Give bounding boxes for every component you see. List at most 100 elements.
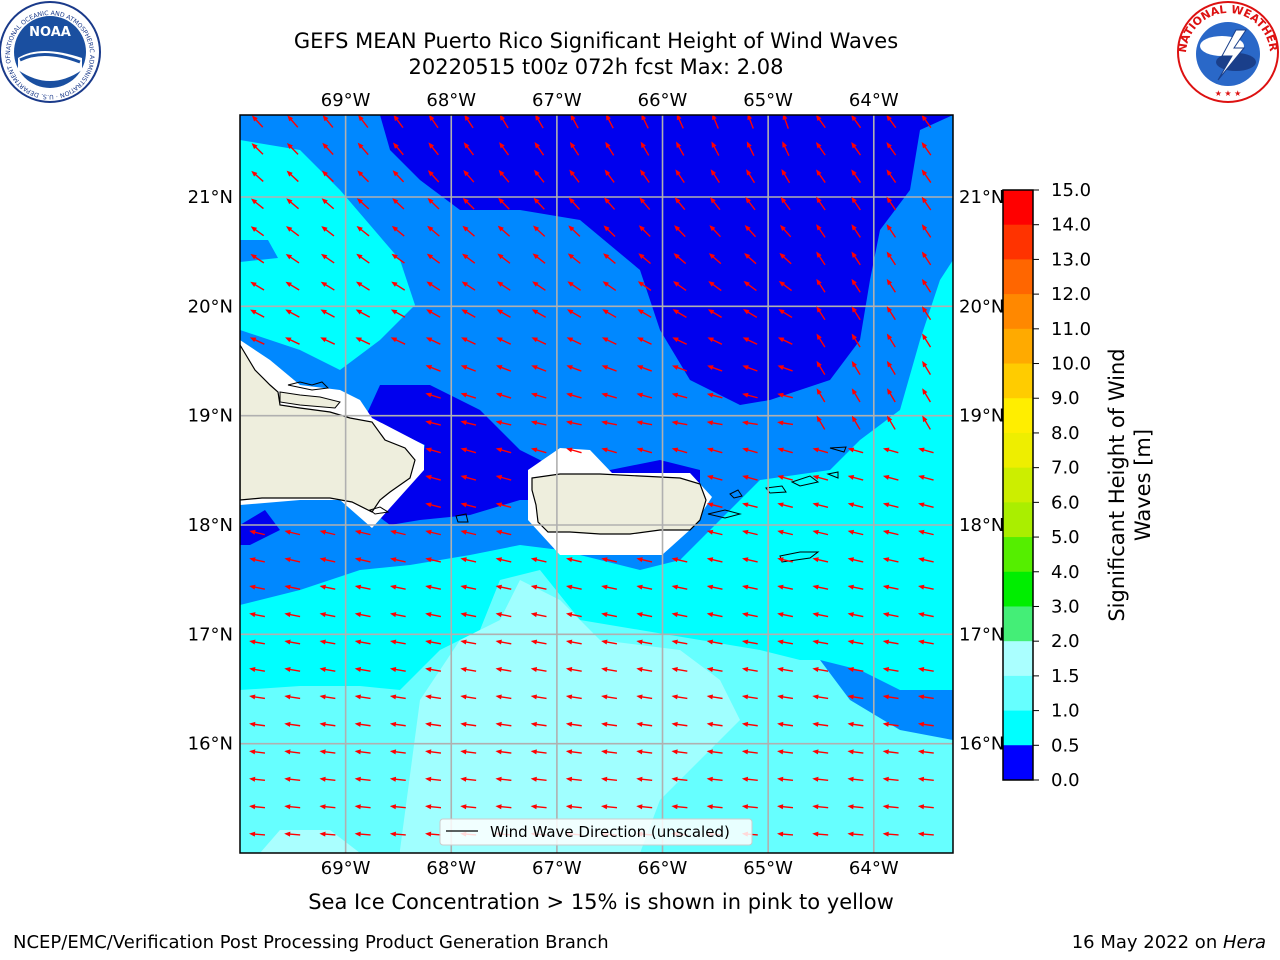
wind-arrow	[671, 749, 688, 755]
land-anegada	[829, 446, 847, 453]
wind-arrow	[356, 253, 370, 264]
wind-arrow	[426, 309, 441, 318]
wind-arrow	[319, 557, 336, 563]
wind-arrow	[249, 776, 266, 782]
wind-arrow	[460, 749, 477, 755]
wind-arrow	[812, 721, 829, 727]
wind-arrow	[390, 557, 406, 563]
wind-arrow	[741, 584, 758, 590]
wind-arrow	[496, 337, 512, 345]
wind-arrow	[671, 694, 688, 700]
wind-arrow	[249, 694, 266, 700]
land-hispaniola	[240, 343, 416, 513]
wind-arrow	[284, 804, 301, 810]
wind-arrow	[565, 749, 582, 755]
wind-arrow	[676, 115, 684, 129]
wind-arrow	[249, 337, 265, 345]
land-hispaniola-north	[279, 391, 341, 409]
wind-arrow	[393, 142, 404, 156]
wind-arrow	[495, 639, 512, 645]
wind-arrow	[389, 749, 406, 755]
wind-arrow	[495, 475, 512, 481]
wind-arrow	[462, 225, 475, 237]
colorbar-label-line1: Significant Height of Wind	[1105, 348, 1129, 621]
wind-arrow	[461, 337, 476, 345]
colorbar-segment	[1003, 190, 1033, 226]
wind-arrow	[601, 420, 618, 426]
wind-arrow	[390, 309, 406, 318]
lat-tick-label: 19°N	[188, 406, 233, 427]
wind-arrow	[882, 667, 899, 672]
wind-arrow	[495, 667, 512, 672]
wind-arrow	[495, 584, 512, 590]
wind-arrow	[354, 804, 371, 810]
colorbar-segment	[1003, 259, 1033, 295]
wind-arrow	[601, 447, 617, 454]
wind-arrow	[816, 251, 826, 266]
colorbar-segment	[1003, 224, 1033, 260]
wind-arrow	[425, 694, 442, 700]
wind-arrow	[777, 584, 793, 590]
wind-arrow	[777, 831, 794, 837]
wind-arrow	[706, 667, 723, 672]
colorbar-tick-label: 1.0	[1051, 701, 1080, 722]
wind-arrow	[847, 502, 864, 509]
lon-ticks-top: 69°W 68°W 67°W 66°W 65°W 64°W	[321, 90, 899, 111]
wind-arrow	[882, 831, 899, 837]
wind-arrow	[777, 420, 794, 426]
wind-arrow	[568, 197, 581, 210]
lon-tick-label: 65°W	[743, 90, 793, 111]
wind-arrow	[882, 612, 899, 618]
wind-arrow	[741, 721, 758, 727]
colorbar-segment	[1003, 294, 1033, 330]
wave-field-2.0-3.0	[400, 580, 740, 853]
wind-arrow	[886, 251, 897, 266]
wind-arrow	[601, 392, 617, 399]
lat-tick-label: 16°N	[188, 734, 233, 755]
wind-arrow	[917, 639, 934, 645]
wind-arrow	[319, 584, 336, 590]
wind-arrow	[886, 278, 896, 293]
wind-arrow	[498, 169, 510, 183]
lon-tick-label: 66°W	[638, 90, 688, 111]
wind-arrow	[922, 360, 932, 375]
wind-arrow	[566, 337, 582, 345]
colorbar-tick-label: 7.0	[1051, 458, 1080, 479]
wind-arrow	[495, 694, 512, 700]
wind-arrow	[706, 475, 723, 481]
wind-arrow	[742, 557, 758, 563]
wind-arrow	[710, 169, 720, 184]
wind-arrow	[741, 667, 758, 672]
wind-arrow	[460, 502, 477, 509]
wind-arrow	[321, 198, 335, 210]
wind-arrow	[250, 254, 265, 264]
wind-arrow	[497, 253, 511, 264]
lon-tick-label: 64°W	[849, 90, 899, 111]
colorbar-segment	[1003, 675, 1033, 712]
wind-arrow	[851, 196, 861, 211]
wind-arrow	[460, 694, 477, 700]
wind-arrow	[711, 141, 720, 156]
land-tortuga	[287, 381, 330, 391]
wind-arrow	[321, 170, 334, 183]
wind-arrow	[462, 197, 475, 210]
lat-tick-label: 21°N	[188, 187, 233, 208]
wind-arrow	[847, 721, 864, 727]
land-tortola	[790, 475, 820, 487]
wind-arrow	[357, 170, 370, 183]
wind-arrow	[746, 141, 755, 156]
colorbar: 15.0 14.0 13.0 12.0 11.0 10.0 9.0 8.0 7.0 6.0 5.0 4…	[1002, 180, 1091, 791]
land-virgin-gorda	[826, 471, 839, 479]
wind-arrow	[425, 639, 442, 645]
wind-arrow	[604, 197, 616, 210]
svg-text:NATIONAL WEATHER SERVICE: NATIONAL WEATHER SERVICE	[0, 0, 1280, 56]
wind-arrow	[249, 529, 265, 536]
wind-arrow	[812, 804, 829, 810]
wind-arrow	[530, 694, 547, 700]
wind-arrow	[320, 281, 335, 291]
wind-arrow	[777, 639, 794, 645]
wind-arrow	[917, 667, 934, 672]
wind-arrow	[886, 360, 896, 375]
wind-arrow	[496, 281, 511, 291]
colorbar-label-line2: Waves [m]	[1131, 429, 1155, 541]
